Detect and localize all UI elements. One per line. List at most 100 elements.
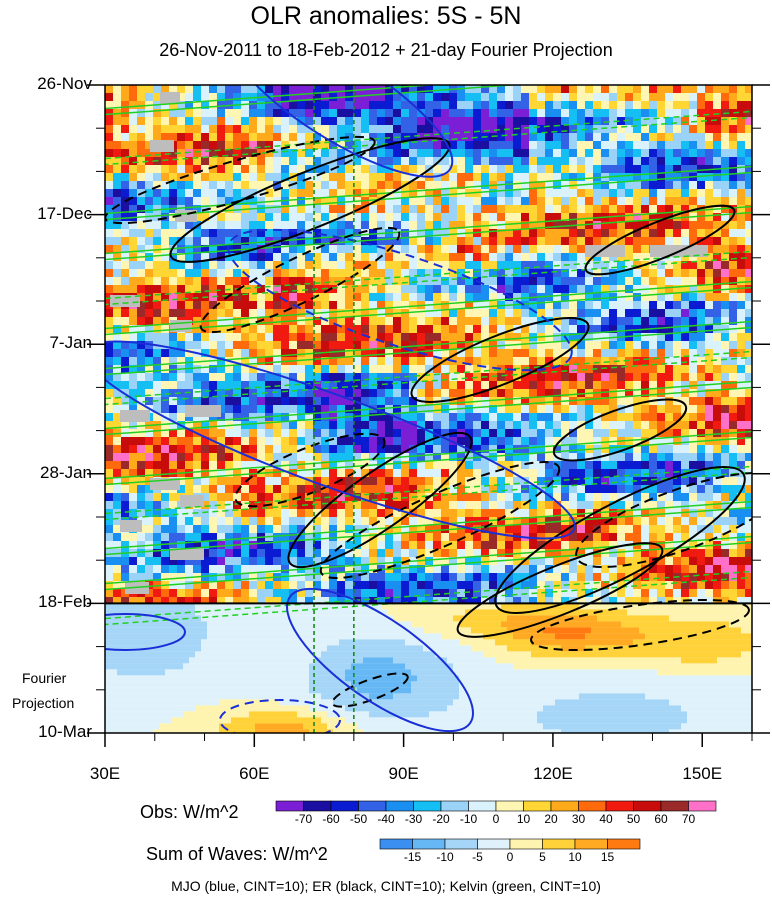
obs-cell [225, 213, 233, 221]
obs-cell [689, 517, 697, 525]
obs-cell [337, 573, 345, 581]
obs-cell [585, 301, 593, 309]
obs-cell [113, 101, 121, 109]
obs-cell [481, 541, 489, 549]
obs-cell [601, 533, 609, 541]
obs-cell [161, 221, 169, 229]
obs-cell [337, 197, 345, 205]
obs-cell [433, 253, 441, 261]
obs-cell [257, 253, 265, 261]
obs-cell [129, 261, 137, 269]
obs-cell [545, 261, 553, 269]
obs-cell [641, 229, 649, 237]
obs-cell [689, 189, 697, 197]
obs-cell [161, 197, 169, 205]
obs-cell [681, 125, 689, 133]
obs-cell [633, 389, 641, 397]
obs-cell [641, 141, 649, 149]
obs-cell [417, 229, 425, 237]
obs-cell [569, 157, 577, 165]
obs-cell [313, 573, 321, 581]
obs-cell [273, 349, 281, 357]
obs-cell [225, 525, 233, 533]
obs-cell [393, 325, 401, 333]
obs-cell [721, 493, 729, 501]
obs-cell [569, 453, 577, 461]
obs-cell [377, 381, 385, 389]
obs-cell [105, 501, 113, 509]
obs-cell [561, 205, 569, 213]
obs-cell [257, 197, 265, 205]
obs-cell [417, 213, 425, 221]
obs-cell [217, 309, 225, 317]
obs-cell [281, 189, 289, 197]
obs-cell [369, 213, 377, 221]
obs-cell [729, 549, 737, 557]
obs-cell [665, 269, 673, 277]
obs-cell [401, 549, 409, 557]
obs-cell [433, 453, 441, 461]
obs-cell [177, 181, 185, 189]
obs-cell [153, 325, 161, 333]
obs-cell [625, 277, 633, 285]
obs-cell [409, 173, 417, 181]
obs-cell [313, 101, 321, 109]
obs-cell [513, 565, 521, 573]
obs-cell [513, 453, 521, 461]
obs-cell [649, 469, 657, 477]
obs-cell [321, 485, 329, 493]
obs-cell [209, 485, 217, 493]
obs-cell [401, 229, 409, 237]
obs-cell [209, 221, 217, 229]
obs-cell [273, 445, 281, 453]
obs-cell [705, 85, 713, 93]
obs-cell [681, 325, 689, 333]
obs-cell [177, 405, 185, 413]
obs-cell [113, 389, 121, 397]
obs-cell [241, 309, 249, 317]
obs-cell [225, 109, 233, 117]
obs-cell [689, 109, 697, 117]
obs-cell [241, 349, 249, 357]
obs-cell [545, 197, 553, 205]
obs-cell [321, 173, 329, 181]
obs-cell [585, 549, 593, 557]
obs-cell [449, 197, 457, 205]
obs-cell [353, 365, 361, 373]
obs-cell [617, 461, 625, 469]
obs-cell [657, 133, 665, 141]
obs-cell [425, 181, 433, 189]
obs-cell [489, 109, 497, 117]
obs-cell [649, 301, 657, 309]
obs-cell [177, 189, 185, 197]
obs-cell [329, 525, 337, 533]
obs-cell [129, 341, 137, 349]
obs-cell [625, 421, 633, 429]
obs-cell [329, 293, 337, 301]
obs-cell [617, 397, 625, 405]
obs-cell [465, 301, 473, 309]
obs-cell [609, 261, 617, 269]
obs-cell [721, 517, 729, 525]
obs-cell [153, 197, 161, 205]
obs-cell [113, 341, 121, 349]
obs-cell [569, 349, 577, 357]
obs-cell [561, 101, 569, 109]
obs-cell [689, 541, 697, 549]
obs-cell [617, 349, 625, 357]
obs-cell [353, 173, 361, 181]
obs-cell [321, 269, 329, 277]
obs-cell [305, 293, 313, 301]
obs-cell [401, 357, 409, 365]
obs-cell [457, 477, 465, 485]
obs-cell [113, 245, 121, 253]
obs-cell [305, 213, 313, 221]
obs-cell [649, 133, 657, 141]
obs-cell [729, 85, 737, 93]
obs-cell [337, 421, 345, 429]
obs-cell [105, 533, 113, 541]
obs-cell [329, 181, 337, 189]
obs-cell [601, 437, 609, 445]
obs-cell [153, 253, 161, 261]
obs-cell [689, 221, 697, 229]
